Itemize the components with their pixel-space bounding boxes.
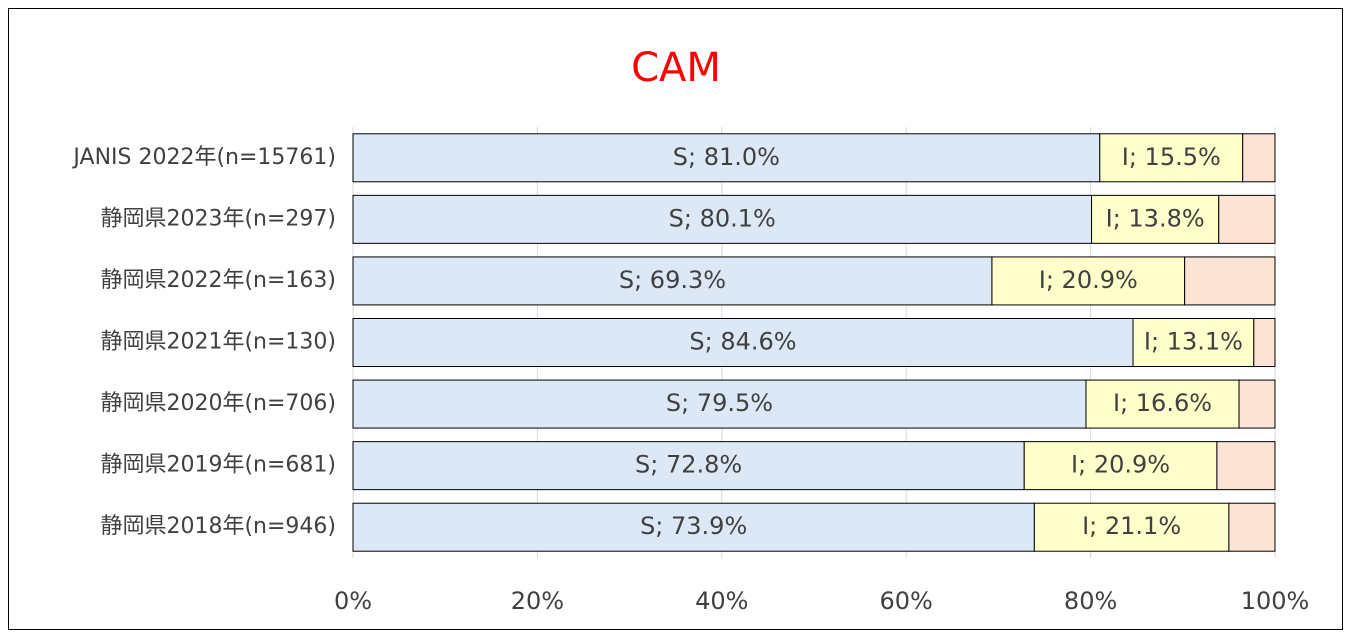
y-tick-label: 静岡県2018年(n=946) <box>100 514 336 539</box>
y-tick-label: 静岡県2021年(n=130) <box>100 330 336 355</box>
data-label: S; 81.0% <box>673 143 780 171</box>
bar-segment <box>1228 502 1276 552</box>
data-label: I; 16.6% <box>1113 389 1212 417</box>
bar-segment <box>1216 441 1276 491</box>
x-tick-label: 20% <box>511 587 564 615</box>
data-label: I; 13.1% <box>1144 328 1243 356</box>
data-label: I; 20.9% <box>1039 266 1138 294</box>
y-tick-label: JANIS 2022年(n=15761) <box>71 145 336 170</box>
bar-segment <box>1184 256 1276 306</box>
x-tick-label: 40% <box>695 587 748 615</box>
bar-segment <box>1242 133 1276 183</box>
x-tick-label: 80% <box>1064 587 1117 615</box>
data-label: S; 84.6% <box>689 328 796 356</box>
data-label: I; 21.1% <box>1082 512 1181 540</box>
bar-segment <box>1033 502 1230 552</box>
x-tick-label: 0% <box>334 587 372 615</box>
bar-segment <box>1091 194 1220 244</box>
y-tick-label: 静岡県2023年(n=297) <box>100 206 336 231</box>
bar-segment <box>1099 133 1244 183</box>
data-label: S; 73.9% <box>640 512 747 540</box>
y-tick-label: 静岡県2019年(n=681) <box>100 453 336 478</box>
y-tick-label: 静岡県2022年(n=163) <box>100 268 336 293</box>
data-label: I; 15.5% <box>1122 143 1221 171</box>
bar-segment <box>352 318 1134 367</box>
data-label: I; 13.8% <box>1106 204 1205 232</box>
data-label: S; 69.3% <box>619 266 726 294</box>
bar-segment <box>1238 379 1276 429</box>
x-tick-label: 100% <box>1241 587 1310 615</box>
bar-segment <box>1023 441 1218 491</box>
bar-segment <box>1085 379 1240 429</box>
bar-segment <box>352 133 1101 183</box>
y-tick-label: 静岡県2020年(n=706) <box>100 391 336 416</box>
chart-title: CAM <box>631 45 721 91</box>
bar-segment <box>352 502 1035 552</box>
data-label: S; 72.8% <box>635 451 742 479</box>
bar-segment <box>1132 318 1255 367</box>
bar-segment <box>352 441 1025 491</box>
x-tick-label: 60% <box>880 587 933 615</box>
data-label: I; 20.9% <box>1071 451 1170 479</box>
data-label: S; 80.1% <box>669 204 776 232</box>
bar-segment <box>352 256 993 306</box>
data-label: S; 79.5% <box>666 389 773 417</box>
bar-segment <box>1218 194 1276 244</box>
bar-segment <box>1253 318 1276 367</box>
bar-segment <box>352 194 1093 244</box>
